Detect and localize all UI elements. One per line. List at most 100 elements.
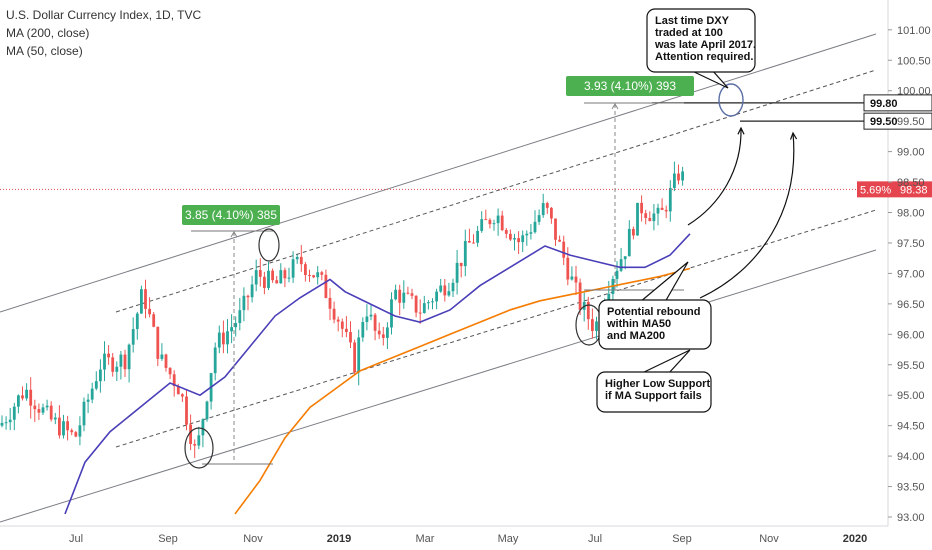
projection-arrow-head <box>789 131 798 140</box>
candle-body <box>357 337 361 373</box>
candle-body <box>246 295 250 298</box>
last-time-callout-line: Last time DXY <box>655 15 730 27</box>
candle-body <box>558 239 561 242</box>
candle-body <box>468 240 471 243</box>
candle-body <box>656 207 660 214</box>
candle-body <box>53 417 57 420</box>
candle-body <box>152 314 156 327</box>
candle-body <box>328 297 332 309</box>
candle-body <box>632 228 635 236</box>
candle-body <box>111 357 115 372</box>
candle-body <box>504 230 508 234</box>
candle-body <box>369 314 373 317</box>
rebound-callout-box <box>598 299 712 350</box>
candle-body <box>332 308 336 320</box>
price-tick-label: 100.00 <box>897 86 931 98</box>
candle-body <box>119 354 123 367</box>
candle-body <box>377 330 381 335</box>
candle-body <box>148 308 151 315</box>
candle-body <box>562 241 566 258</box>
candle-body <box>160 354 164 359</box>
candle-body <box>267 270 270 288</box>
rebound-callout-line: Potential rebound <box>607 306 701 318</box>
price-tick-label: 94.50 <box>897 421 925 433</box>
candle-body <box>86 399 90 402</box>
chart-title: U.S. Dollar Currency Index, 1D, TVC <box>6 8 202 22</box>
candle-body <box>324 274 328 298</box>
channel-lines <box>0 33 877 523</box>
candle-body <box>41 407 45 413</box>
candle-body <box>238 310 242 324</box>
candle-body <box>541 203 545 216</box>
candle-body <box>103 353 106 370</box>
candle-body <box>25 389 28 399</box>
candle-body <box>345 328 348 333</box>
measure-arrow <box>611 103 619 110</box>
candle-body <box>45 405 49 408</box>
candle-body <box>422 303 426 314</box>
candle-body <box>254 270 258 285</box>
measure-label-text: 3.93 (4.10%) 393 <box>584 79 676 93</box>
higher-low-callout-line: if MA Support fails <box>605 390 702 402</box>
time-tick-label: Sep <box>672 533 692 545</box>
candle-body <box>33 405 37 410</box>
candle-body <box>185 396 188 425</box>
higher-low-callout-box <box>596 371 712 413</box>
time-tick-label: Mar <box>416 533 435 545</box>
candle-body <box>402 292 406 303</box>
candle-body <box>636 202 639 236</box>
candle-body <box>373 314 377 331</box>
price-tick-label: 97.00 <box>897 268 925 280</box>
candle-body <box>533 221 537 233</box>
candle-body <box>386 327 389 338</box>
candle-body <box>365 316 369 323</box>
candle-body <box>78 425 82 437</box>
candle-body <box>443 285 447 296</box>
last-time-callout-line: Attention required. <box>655 51 753 63</box>
candle-body <box>230 327 233 332</box>
candle-body <box>394 289 397 300</box>
candle-body <box>172 374 176 387</box>
candle-body <box>263 276 266 288</box>
candle-body <box>648 217 652 222</box>
candle-body <box>418 312 422 314</box>
candle-body <box>381 334 385 338</box>
candle-body <box>234 323 238 328</box>
candle-body <box>664 209 668 212</box>
candle-body <box>455 262 459 283</box>
last-time-callout-tail <box>689 69 729 89</box>
candle-body <box>226 331 229 345</box>
candle-body <box>58 417 61 436</box>
candle-body <box>398 289 402 303</box>
candle-body <box>12 406 16 420</box>
measure-label-bg <box>566 76 694 96</box>
candle-body <box>488 219 492 225</box>
time-tick-label: 2020 <box>843 533 867 545</box>
candle-body <box>144 289 147 309</box>
price-tick-label: 100.50 <box>897 55 931 67</box>
candle-body <box>431 301 434 303</box>
ma200-line <box>234 267 691 515</box>
candle-body <box>201 419 205 436</box>
target-ellipse <box>718 83 744 117</box>
candle-body <box>250 284 254 298</box>
projection-arrow <box>699 132 795 299</box>
candle-body <box>242 295 246 311</box>
price-tick-label: 94.00 <box>897 451 925 463</box>
candle-body <box>291 259 295 278</box>
candle-body <box>66 421 69 431</box>
candle-body <box>406 292 410 294</box>
candle-body <box>570 276 574 280</box>
level-label-text: 99.50 <box>870 116 898 128</box>
last-time-callout-line: was late April 2017. <box>654 39 756 51</box>
ma50-line <box>64 233 691 515</box>
candle-body <box>168 367 172 375</box>
chart-legend: U.S. Dollar Currency Index, 1D, TVC MA (… <box>6 6 201 60</box>
candle-body <box>566 257 570 280</box>
candle-body <box>427 302 430 304</box>
candlestick-series <box>0 161 684 459</box>
candle-body <box>668 187 672 212</box>
candle-body <box>439 285 443 292</box>
candle-body <box>258 270 262 277</box>
